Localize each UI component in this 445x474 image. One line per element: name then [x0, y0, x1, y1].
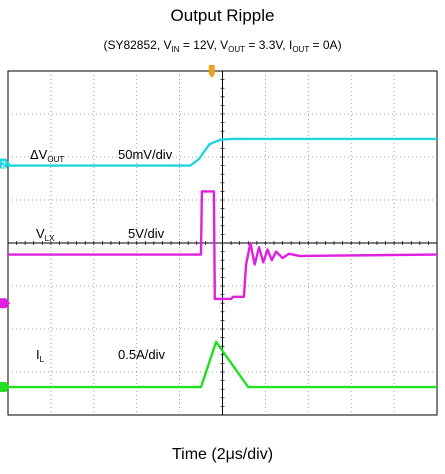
- channel-number: 2: [1, 159, 6, 169]
- trace-lx: [8, 190, 438, 301]
- chart-title: Output Ripple: [170, 6, 275, 25]
- trace-labels: ΔVOUT 50mV/div VLX 5V/div IL 0.5A/div: [30, 147, 173, 364]
- trace-name-out: ΔVOUT: [30, 147, 64, 164]
- subtitle-vout: VOUT = 3.3V: [220, 38, 283, 54]
- trace-scale-l: 0.5A/div: [118, 347, 165, 362]
- trigger-marker-icon: [208, 65, 215, 78]
- scope-grid: [7, 65, 438, 416]
- trace-name-lx: VLX: [36, 226, 55, 243]
- chart-subtitle: (SY82852, VIN = 12V, VOUT = 3.3V, IOUT =…: [103, 38, 342, 54]
- subtitle-part: SY82852: [107, 38, 157, 52]
- trace-scale-lx: 5V/div: [128, 226, 165, 241]
- scope-traces: 2: [0, 137, 438, 393]
- trace-scale-out: 50mV/div: [118, 147, 173, 162]
- subtitle-iout: IOUT = 0A: [288, 38, 338, 54]
- subtitle-vin: VIN = 12V: [163, 38, 214, 54]
- trace-name-l: IL: [36, 347, 45, 364]
- channel-marker-icon: [0, 158, 10, 169]
- trace-out: [8, 137, 437, 167]
- trace-l: [8, 340, 437, 389]
- channel-marker-icon: [0, 298, 10, 309]
- channel-marker-icon: [0, 382, 10, 393]
- x-axis-label: Time (2μs/div): [171, 446, 274, 463]
